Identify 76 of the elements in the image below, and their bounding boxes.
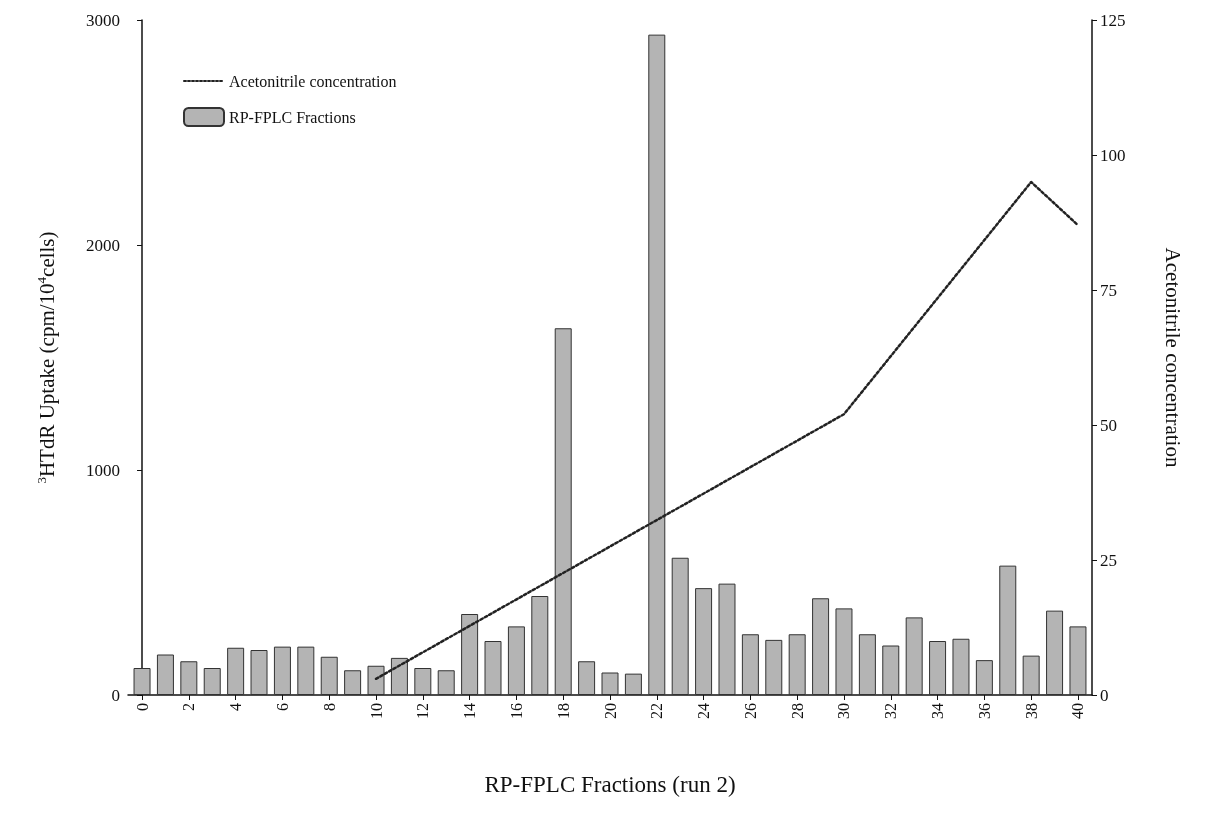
bar [952,638,970,695]
x-tick-label: 38 [1022,703,1040,719]
bar [320,656,338,695]
bar [624,673,642,695]
bar [437,670,455,695]
x-tick-label: 8 [320,703,338,711]
bar [882,645,900,695]
bar [718,583,736,695]
y2-tick-label: 25 [1100,550,1117,570]
bar [1046,610,1064,695]
y2-axis-title: Acetonitrile concentration [1160,247,1185,468]
bar [156,654,174,695]
bar [601,672,619,695]
bar [578,661,596,695]
x-tick-label: 4 [227,703,245,711]
y-tick-label: 3000 [86,10,120,30]
bar [905,617,923,695]
x-tick-label: 14 [461,703,479,719]
bar [858,634,876,695]
x-tick-label: 22 [648,703,666,719]
bar [1069,626,1087,695]
legend-label: Acetonitrile concentration [229,72,397,90]
x-tick-label: 0 [133,703,151,711]
bar [788,634,806,695]
bar [648,34,666,695]
x-tick-label: 2 [180,703,198,711]
bar [297,646,315,695]
bar [390,657,408,695]
bar [180,661,198,695]
x-tick-label: 18 [554,703,572,719]
y-tick-label: 1000 [86,460,120,480]
bar [133,668,151,695]
x-axis-title: RP-FPLC Fractions (run 2) [484,772,736,797]
bar [273,646,291,695]
x-tick-label: 32 [882,703,900,719]
bar [812,598,830,695]
bar [461,614,479,695]
x-tick-label: 40 [1069,703,1087,719]
legend-label: RP-FPLC Fractions [229,108,356,126]
bar [975,660,993,695]
x-tick-label: 16 [507,703,525,719]
bar [250,650,268,695]
bar [671,557,689,695]
x-tick-label: 10 [367,703,385,719]
bar [203,668,221,695]
y2-tick-label: 125 [1100,10,1126,30]
bar [484,641,502,695]
x-tick-label: 34 [929,703,947,719]
y-axis-title: 3HTdR Uptake (cpm/104cells) [34,231,59,484]
bar [741,634,759,695]
x-tick-label: 6 [273,703,291,711]
bar [507,626,525,695]
y-tick-label: 2000 [86,235,120,255]
bar [835,608,853,695]
bar [227,647,245,695]
x-tick-label: 30 [835,703,853,719]
y2-tick-label: 100 [1100,145,1126,165]
bar [765,639,783,695]
bar [367,665,385,695]
bar [695,588,713,695]
x-tick-label: 12 [414,703,432,719]
bar [999,565,1017,695]
x-tick-label: 26 [741,703,759,719]
y2-tick-label: 50 [1100,415,1117,435]
bar [554,328,572,695]
x-tick-label: 28 [788,703,806,719]
bar [531,596,549,695]
line-series [374,180,1080,681]
bar [414,668,432,695]
y2-tick-label: 75 [1100,280,1117,300]
x-tick-label: 36 [975,703,993,719]
bar [344,670,362,695]
bar [1022,655,1040,695]
x-tick-label: 20 [601,703,619,719]
bar [929,641,947,695]
x-tick-label: 24 [695,703,713,719]
